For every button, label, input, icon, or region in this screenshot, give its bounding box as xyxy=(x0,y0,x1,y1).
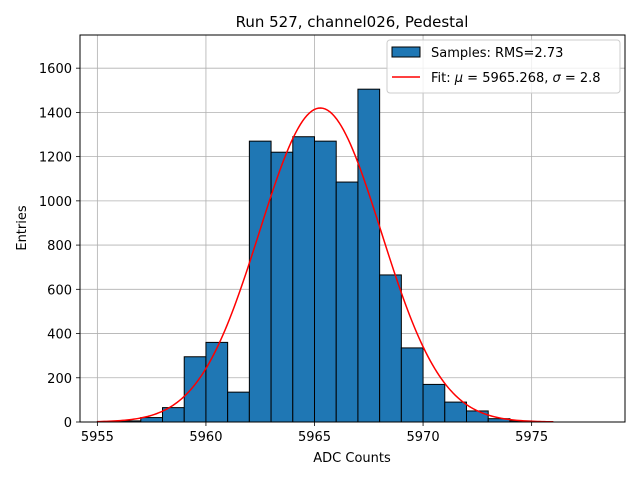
histogram-bar xyxy=(335,181,359,423)
histogram-bar xyxy=(292,136,316,423)
legend-sigma-symbol: σ xyxy=(553,71,562,86)
legend-samples-label: Samples: RMS=2.73 xyxy=(431,46,563,61)
histogram-bars xyxy=(96,88,533,423)
legend-samples-swatch xyxy=(391,46,421,58)
y-tick-label: 800 xyxy=(47,239,72,254)
legend-fit-prefix: Fit: xyxy=(431,71,455,86)
fit-curve xyxy=(97,107,554,423)
histogram-bar xyxy=(400,347,424,423)
histogram-bar xyxy=(205,341,229,423)
histogram-bar xyxy=(465,410,489,423)
y-tick-label: 1400 xyxy=(39,106,72,121)
x-axis-ticks: 5955 5960 5965 5970 5975 xyxy=(81,422,548,445)
x-axis-label: ADC Counts xyxy=(313,451,391,466)
legend-box xyxy=(386,39,621,94)
y-tick-label: 0 xyxy=(64,416,72,431)
x-tick-label: 5955 xyxy=(81,430,114,445)
x-tick-label: 5975 xyxy=(515,430,548,445)
chart-title: Run 527, channel026, Pedestal xyxy=(236,13,469,31)
histogram-bar xyxy=(379,274,402,423)
histogram-bar xyxy=(314,140,337,423)
plot-frame xyxy=(79,34,626,423)
histogram-bar xyxy=(227,391,250,423)
histogram-bar xyxy=(270,151,294,423)
legend-mu-value: = 5965.268, xyxy=(463,71,552,86)
legend-fit-label: Fit: μ = 5965.268, σ = 2.8 xyxy=(431,71,601,86)
y-axis-label: Entries xyxy=(15,205,30,251)
histogram-bar xyxy=(183,356,207,423)
x-tick-label: 5960 xyxy=(189,430,222,445)
y-tick-label: 1600 xyxy=(39,62,72,77)
histogram-bar xyxy=(357,88,381,423)
y-tick-label: 600 xyxy=(47,283,72,298)
histogram-bar xyxy=(248,140,272,423)
histogram-bar xyxy=(444,401,467,423)
y-tick-label: 1200 xyxy=(39,151,72,166)
legend-sigma-value: = 2.8 xyxy=(561,71,601,86)
x-tick-label: 5965 xyxy=(298,430,331,445)
histogram-bar xyxy=(140,417,164,423)
y-tick-label: 1000 xyxy=(39,195,72,210)
x-tick-label: 5970 xyxy=(407,430,440,445)
y-axis-ticks: 0 200 400 600 800 1000 1200 1400 1600 xyxy=(39,62,80,431)
y-tick-label: 400 xyxy=(47,328,72,343)
histogram-bar xyxy=(422,383,446,423)
y-tick-label: 200 xyxy=(47,372,72,387)
legend-mu-symbol: μ xyxy=(454,71,463,86)
legend: Samples: RMS=2.73 Fit: μ = 5965.268, σ =… xyxy=(386,39,621,94)
